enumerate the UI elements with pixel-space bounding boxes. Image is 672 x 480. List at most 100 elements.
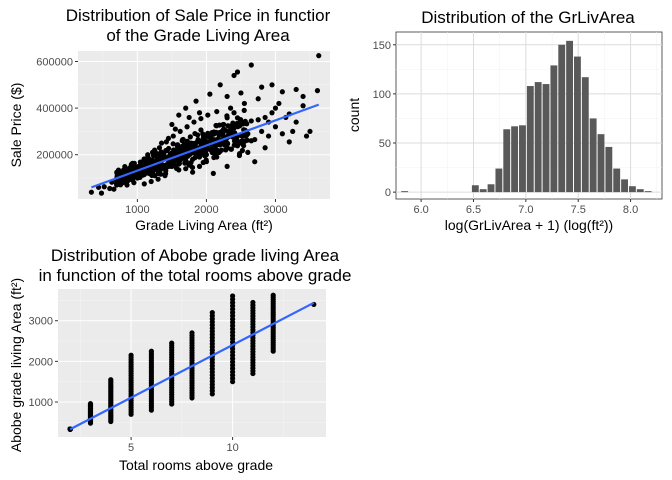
chart2-bar [495,168,503,193]
chart1-point [238,140,244,146]
chart2-x-axis-title: log(GrLivArea + 1) (log(ft²)) [445,217,613,233]
chart3-trend-line [69,301,315,431]
chart1-point [248,62,254,68]
chart3-y-tick-label: 3000 [29,316,53,328]
chart1-point [293,119,299,125]
chart1-point [241,100,247,107]
chart3-x-tick-label: 5 [128,442,134,454]
chart1-point [209,129,215,136]
chart2-bar [487,184,495,193]
chart1-point [248,118,254,124]
chart1-point [88,189,94,195]
chart1-point [230,120,236,126]
chart2-y-tick-label: 100 [373,89,391,101]
chart1-point [184,138,190,144]
chart1-point [279,89,285,95]
chart3-point [250,299,256,306]
chart1-point [187,134,193,140]
chart1-point [138,161,144,167]
chart2-bar [471,185,479,193]
chart1-point [127,174,134,180]
chart1-y-tick-label: 600000 [36,56,73,68]
chart2-y-tick-label: 0 [385,187,391,199]
chart1-point [190,169,196,175]
chart1-point [272,105,279,111]
chart1-point [155,170,161,176]
chart1-x-tick-label: 1000 [125,204,149,216]
chart1-point [155,176,161,182]
chart1-point [265,133,272,139]
chart1-point [214,108,220,115]
chart1-point [234,122,241,129]
chart1-point [316,53,322,59]
chart3-y-axis-title: Abobe grade living Area (ft²) [8,278,24,452]
chart2-x-tick-label: 8.0 [623,204,638,216]
chart1-point [172,126,178,132]
chart1-point [245,149,251,155]
chart1-point [234,115,241,121]
chart1-point [183,105,189,111]
chart3-y-tick-label: 2000 [29,356,53,368]
chart1-point [145,152,151,158]
chart1-point [101,184,107,190]
chart1-point [183,159,189,165]
chart2-bar [526,86,534,193]
chart1-point [169,121,175,128]
chart1-point [227,105,234,111]
chart1-point [198,127,204,133]
chart1-point [156,145,163,151]
chart1-point [190,156,196,162]
chart1-point [252,159,258,165]
chart3-point [108,377,114,383]
chart2-y-tick-label: 150 [373,40,391,52]
chart1-point [111,186,117,192]
chart2-bar [636,189,644,193]
chart1-point [170,141,176,147]
sale-price-scatter-panel: Distribution of Sale Price in functior o… [8,6,331,233]
chart1-point [207,91,213,97]
chart1-y-ticks: 200000 400000 600000 [36,56,78,162]
area-vs-rooms-scatter-panel: Distribution of Abobe grade living Area … [8,246,351,473]
chart1-point [279,131,285,137]
chart2-bar [589,118,597,193]
chart1-point [202,133,208,139]
chart1-point [210,170,216,176]
chart1-point [154,157,160,164]
chart1-point [236,152,243,159]
chart1-point [262,145,268,151]
chart1-point [231,72,237,79]
chart1-x-ticks: 1000 2000 3000 [125,199,288,216]
chart2-x-tick-label: 6.0 [413,204,428,216]
chart2-x-tick-label: 6.5 [466,204,481,216]
chart1-y-tick-label: 200000 [36,150,73,162]
chart2-bar [401,191,409,193]
chart3-point [87,401,94,407]
chart1-point [269,82,275,88]
chart1-point [195,136,201,143]
chart1-point [214,154,220,160]
chart1-point [158,140,165,146]
chart1-point [224,163,230,169]
chart2-y-axis-title: count [346,98,362,132]
chart3-point [270,292,276,298]
chart2-y-tick-label: 50 [379,138,391,150]
chart1-point [248,138,254,144]
chart2-title: Distribution of the GrLivArea [421,8,635,27]
chart1-point [269,110,275,116]
chart1-point [175,142,181,148]
chart2-bars [401,40,652,193]
chart2-bar [613,168,621,193]
chart1-point [188,140,194,146]
chart3-point [230,293,236,299]
chart1-point [169,163,175,169]
chart1-point [162,166,168,172]
chart1-point [198,115,204,122]
chart1-point [176,161,182,167]
chart2-bar [479,189,487,193]
chart1-point [115,167,122,173]
chart3-point [189,330,195,336]
chart3-x-tick-label: 10 [226,442,238,454]
chart2-bar [519,125,526,193]
chart1-point [193,98,199,104]
